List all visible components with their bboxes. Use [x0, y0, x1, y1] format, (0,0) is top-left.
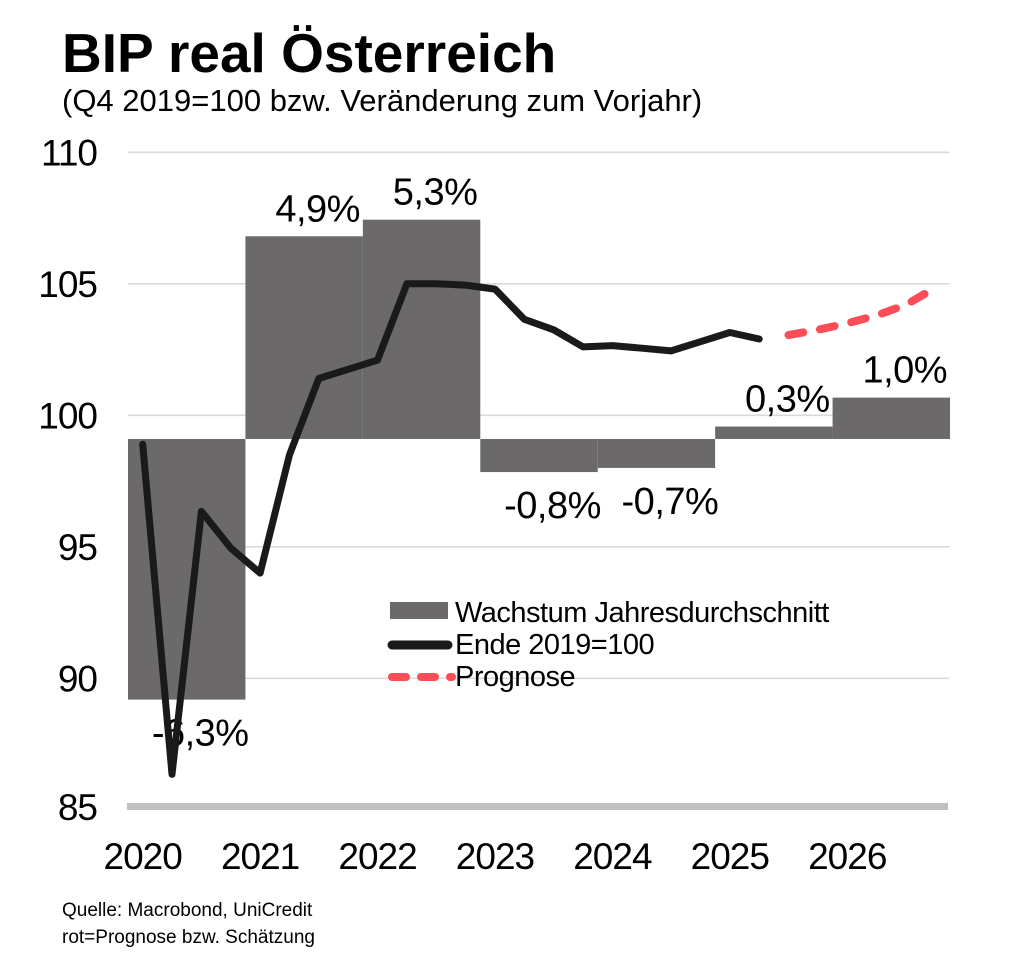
forecast-line-path [784, 283, 940, 340]
index-line [139, 280, 763, 778]
x-tick-2021: 2021 [221, 836, 299, 877]
bar-2022 [362, 219, 481, 439]
bar-label-2021: 4,9% [275, 188, 360, 230]
bar-2024 [597, 438, 716, 468]
legend-label-forecast: Prognose [455, 661, 575, 693]
bar-2026 [832, 397, 950, 439]
bar-label-2025: 0,3% [745, 379, 830, 421]
chart-title: BIP real Österreich [62, 22, 556, 84]
bar-label-2023: -0,8% [504, 485, 601, 527]
x-tick-2023: 2023 [456, 836, 534, 877]
index-line-path [139, 280, 763, 778]
y-tick-95: 95 [58, 527, 98, 568]
source-line: Quelle: Macrobond, UniCredit [62, 900, 313, 921]
chart-subtitle: (Q4 2019=100 bzw. Veränderung zum Vorjah… [62, 83, 702, 118]
forecast-line [784, 283, 940, 340]
y-tick-110: 110 [41, 132, 97, 173]
y-tick-90: 90 [58, 658, 98, 699]
x-tick-2026: 2026 [808, 836, 886, 877]
bar-label-2026: 1,0% [862, 350, 947, 392]
x-tick-2020: 2020 [104, 836, 183, 877]
growth-bars [128, 219, 950, 700]
y-tick-85: 85 [58, 787, 98, 828]
y-tick-100: 100 [38, 395, 97, 436]
bar-2023 [480, 438, 598, 473]
x-tick-2022: 2022 [338, 836, 416, 877]
x-tick-2024: 2024 [573, 836, 652, 877]
bar-label-2024: -0,7% [622, 481, 719, 523]
legend-bar-swatch [390, 602, 448, 619]
legend-label-bars: Wachstum Jahresdurchschnitt [455, 597, 829, 629]
x-tick-2025: 2025 [691, 836, 770, 877]
y-axis-labels: 110 105 100 95 90 85 [38, 132, 98, 828]
x-axis-labels: 2020 2021 2022 2023 2024 2025 2026 [104, 836, 888, 877]
bar-2025 [715, 426, 833, 439]
y-tick-105: 105 [38, 264, 97, 305]
bar-2021 [245, 236, 363, 439]
forecast-note: rot=Prognose bzw. Schätzung [62, 927, 315, 948]
legend-label-line: Ende 2019=100 [455, 629, 654, 661]
bar-label-2022: 5,3% [393, 172, 478, 214]
